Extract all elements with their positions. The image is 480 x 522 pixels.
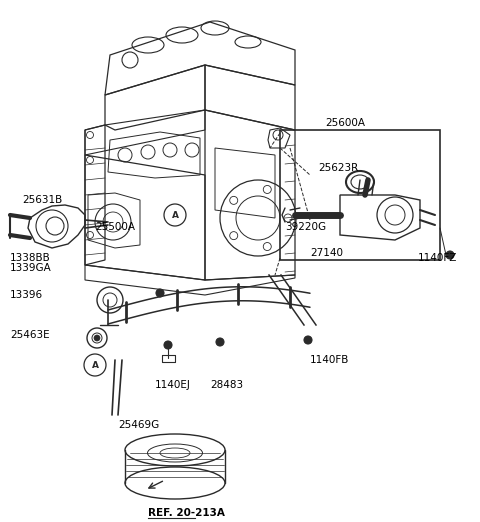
- Text: 25463E: 25463E: [10, 330, 49, 340]
- Text: A: A: [92, 362, 98, 371]
- Text: 1338BB: 1338BB: [10, 253, 51, 263]
- Text: REF. 20-213A: REF. 20-213A: [148, 508, 225, 518]
- Circle shape: [304, 336, 312, 344]
- Text: 1140FB: 1140FB: [310, 355, 349, 365]
- Bar: [280, 130, 440, 260]
- Circle shape: [216, 338, 224, 346]
- Text: 27140: 27140: [310, 248, 343, 258]
- Circle shape: [156, 289, 164, 297]
- Text: 1339GA: 1339GA: [10, 263, 52, 273]
- Text: 28483: 28483: [210, 380, 243, 390]
- Text: 25469G: 25469G: [118, 420, 159, 430]
- Text: 25631B: 25631B: [22, 195, 62, 205]
- Circle shape: [446, 251, 454, 259]
- Text: 25500A: 25500A: [95, 222, 135, 232]
- Circle shape: [94, 335, 100, 341]
- Text: 1140FZ: 1140FZ: [418, 253, 457, 263]
- Circle shape: [165, 342, 171, 348]
- Circle shape: [305, 337, 311, 343]
- Circle shape: [164, 341, 172, 349]
- Text: 1140EJ: 1140EJ: [155, 380, 191, 390]
- Text: 39220G: 39220G: [285, 222, 326, 232]
- Text: A: A: [171, 211, 179, 220]
- Text: 25600A: 25600A: [325, 118, 365, 128]
- Circle shape: [157, 290, 163, 296]
- Text: 13396: 13396: [10, 290, 43, 300]
- Text: 25623R: 25623R: [318, 163, 358, 173]
